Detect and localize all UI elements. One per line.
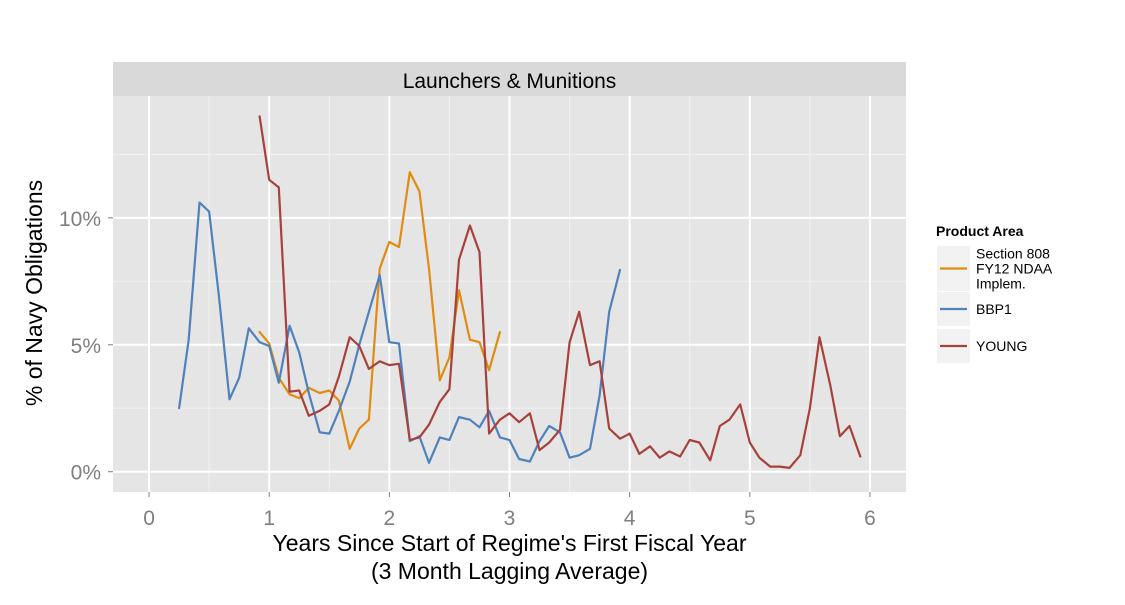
y-axis-title: % of Navy Obligations (21, 180, 47, 406)
legend-title: Product Area (936, 223, 1024, 239)
x-tick-label: 3 (504, 507, 516, 530)
legend-label-0: FY12 NDAA (976, 261, 1053, 277)
x-tick-label: 4 (624, 507, 636, 530)
facet-title: Launchers & Munitions (403, 70, 617, 93)
series-line-1 (178, 201, 622, 464)
facet-strip (113, 62, 906, 96)
legend-label-2: YOUNG (976, 338, 1027, 354)
legend-label-0: Section 808 (976, 246, 1050, 262)
x-axis-title-line2: (3 Month Lagging Average) (371, 558, 648, 584)
y-tick-label: 0% (71, 462, 101, 485)
legend-label-0: Implem. (976, 276, 1026, 292)
x-tick-label: 6 (864, 507, 876, 530)
x-tick-label: 5 (744, 507, 756, 530)
series-line-0 (258, 171, 501, 450)
x-tick-label: 0 (143, 507, 155, 530)
series-lines (178, 115, 862, 469)
legend-label-1: BBP1 (976, 301, 1012, 317)
series-line-2 (258, 115, 862, 469)
x-tick-label: 1 (263, 507, 275, 530)
y-tick-label: 5% (71, 335, 101, 358)
y-tick-label: 10% (59, 208, 101, 231)
x-axis-title: Years Since Start of Regime's First Fisc… (273, 530, 747, 556)
x-tick-label: 2 (384, 507, 396, 530)
y-axis-ticks: 0% 5% 10% (59, 208, 113, 485)
x-axis-ticks: 0 1 2 3 4 5 6 (143, 492, 876, 530)
